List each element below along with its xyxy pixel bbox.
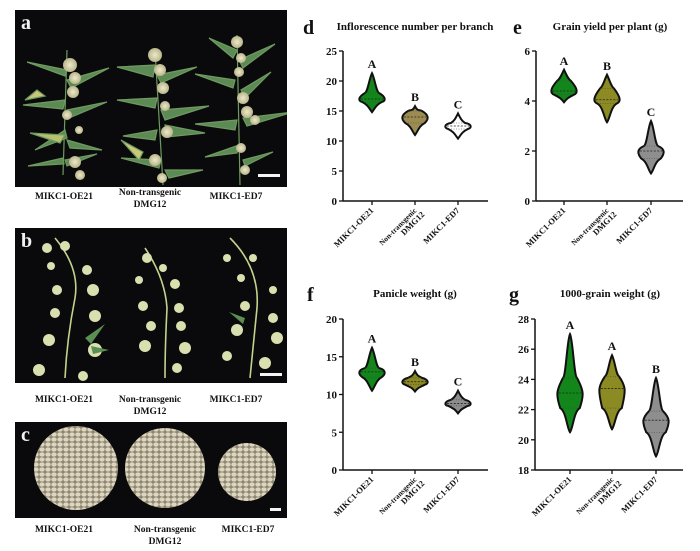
x-category-label: MIKC1-OE21 bbox=[332, 205, 376, 249]
x-category-label: MIKC1-OE21 bbox=[332, 474, 376, 518]
violin-mikc1-ed7 bbox=[637, 118, 665, 176]
y-tick-label: 22 bbox=[518, 405, 530, 417]
panel-label-a: a bbox=[21, 12, 31, 34]
caption-line-1: Non-transgenic bbox=[118, 188, 182, 198]
y-tick-label: 10 bbox=[326, 136, 338, 148]
seed-pile-oe21 bbox=[34, 426, 118, 510]
scale-bar bbox=[270, 508, 281, 511]
violin-mikc1-ed7 bbox=[642, 375, 670, 459]
caption-line-2: DMG12 bbox=[133, 407, 167, 417]
chart-d: d Inflorescence number per branch 0 5 10 15 20… bbox=[303, 17, 493, 249]
y-tick-label: 0 bbox=[332, 465, 338, 477]
panel-label-f: f bbox=[307, 284, 314, 306]
significance-letter: C bbox=[454, 375, 463, 389]
significance-letter: B bbox=[411, 355, 419, 369]
significance-letter: A bbox=[368, 332, 377, 346]
x-category-label: MIKC1-ED7 bbox=[421, 474, 462, 515]
violin-non-transgenic-dmg12 bbox=[593, 72, 621, 124]
chart-e: e Grain yield per plant (g) 0 2 4 6 A MIKC1-OE2… bbox=[513, 17, 683, 249]
y-tick-label: 15 bbox=[326, 352, 338, 364]
caption-c-oe21: MIKC1-OE21 bbox=[34, 525, 94, 535]
y-tick-label: 2 bbox=[525, 146, 531, 158]
y-tick-label: 18 bbox=[518, 465, 530, 477]
panel-label-d: d bbox=[303, 17, 314, 39]
violin-mikc1-oe21 bbox=[358, 70, 386, 114]
significance-letter: B bbox=[652, 362, 660, 376]
y-tick-label: 25 bbox=[326, 46, 338, 58]
caption-a-oe21: MIKC1-OE21 bbox=[34, 192, 94, 202]
chart-title: 1000-grain weight (g) bbox=[560, 288, 661, 300]
caption-c-ed7: MIKC1-ED7 bbox=[221, 525, 275, 535]
scale-bar bbox=[258, 174, 280, 177]
y-tick-label: 0 bbox=[332, 196, 338, 208]
caption-c-nontransgenic: Non-transgenic DMG12 bbox=[125, 524, 205, 548]
violin-mikc1-oe21 bbox=[358, 345, 386, 393]
significance-letter: A bbox=[368, 57, 377, 71]
y-tick-label: 5 bbox=[332, 427, 338, 439]
chart-title: Inflorescence number per branch bbox=[337, 21, 494, 33]
caption-b-ed7: MIKC1-ED7 bbox=[209, 395, 263, 405]
panel-label-e: e bbox=[513, 17, 522, 39]
photo-panel-c-seeds: c bbox=[15, 422, 287, 518]
panel-label-b: b bbox=[21, 230, 33, 252]
violin-mikc1-oe21 bbox=[550, 67, 578, 104]
caption-a-ed7: MIKC1-ED7 bbox=[209, 192, 263, 202]
y-tick-label: 10 bbox=[326, 390, 338, 402]
significance-letter: A bbox=[608, 339, 617, 353]
y-tick-label: 4 bbox=[525, 96, 531, 108]
y-tick-label: 15 bbox=[326, 106, 338, 118]
photo-panel-a-whole-plants: a bbox=[15, 10, 287, 187]
violin-mikc1-oe21 bbox=[556, 331, 584, 434]
seed-pile-ed7 bbox=[218, 443, 276, 501]
y-tick-label: 26 bbox=[518, 344, 530, 356]
seed-photo-illustration bbox=[34, 426, 276, 510]
y-tick-label: 24 bbox=[518, 374, 530, 386]
seed-pile-dmg12 bbox=[125, 428, 205, 508]
y-tick-label: 6 bbox=[525, 46, 531, 58]
x-category-label: MIKC1-ED7 bbox=[614, 205, 655, 246]
caption-line-1: Non-transgenic bbox=[133, 525, 197, 535]
significance-letter: C bbox=[454, 97, 463, 111]
chart-g: g 1000-grain weight (g) 18 20 22 24 26 28 A MIKC1… bbox=[509, 284, 683, 518]
panel-label-g: g bbox=[509, 284, 519, 306]
plant-photo-illustration bbox=[22, 34, 287, 186]
x-category-label: MIKC1-OE21 bbox=[530, 474, 574, 518]
y-tick-label: 20 bbox=[326, 314, 338, 326]
significance-letter: B bbox=[411, 90, 419, 104]
caption-line-2: DMG12 bbox=[133, 200, 167, 210]
chart-title: Panicle weight (g) bbox=[373, 288, 457, 300]
violin-non-transgenic-dmg12 bbox=[598, 353, 626, 431]
significance-letter: A bbox=[566, 318, 575, 332]
branch-photo-illustration bbox=[33, 237, 283, 381]
significance-letter: A bbox=[560, 54, 569, 68]
caption-a-nontransgenic: Non-transgenic DMG12 bbox=[110, 187, 190, 211]
photo-panel-b-branches: b bbox=[15, 228, 287, 383]
caption-line-2: DMG12 bbox=[148, 537, 182, 547]
y-tick-label: 28 bbox=[518, 314, 530, 326]
chart-title: Grain yield per plant (g) bbox=[553, 21, 668, 33]
violin-non-transgenic-dmg12 bbox=[401, 103, 429, 137]
x-category-label: MIKC1-ED7 bbox=[619, 474, 660, 515]
significance-letter: B bbox=[603, 59, 611, 73]
panel-label-c: c bbox=[21, 424, 30, 446]
y-tick-label: 20 bbox=[326, 76, 338, 88]
x-category-label: MIKC1-OE21 bbox=[524, 205, 568, 249]
scale-bar bbox=[260, 373, 282, 376]
y-tick-label: 20 bbox=[518, 435, 530, 447]
y-tick-label: 0 bbox=[525, 196, 531, 208]
violin-mikc1-ed7 bbox=[444, 388, 472, 416]
caption-b-oe21: MIKC1-OE21 bbox=[34, 395, 94, 405]
y-tick-label: 5 bbox=[332, 166, 338, 178]
caption-line-1: Non-transgenic bbox=[118, 395, 182, 405]
significance-letter: C bbox=[647, 105, 656, 119]
chart-f: f Panicle weight (g)05101520AMIKC1-OE21BN… bbox=[307, 284, 488, 518]
x-category-label: MIKC1-ED7 bbox=[421, 205, 462, 246]
caption-b-nontransgenic: Non-transgenic DMG12 bbox=[110, 394, 190, 418]
